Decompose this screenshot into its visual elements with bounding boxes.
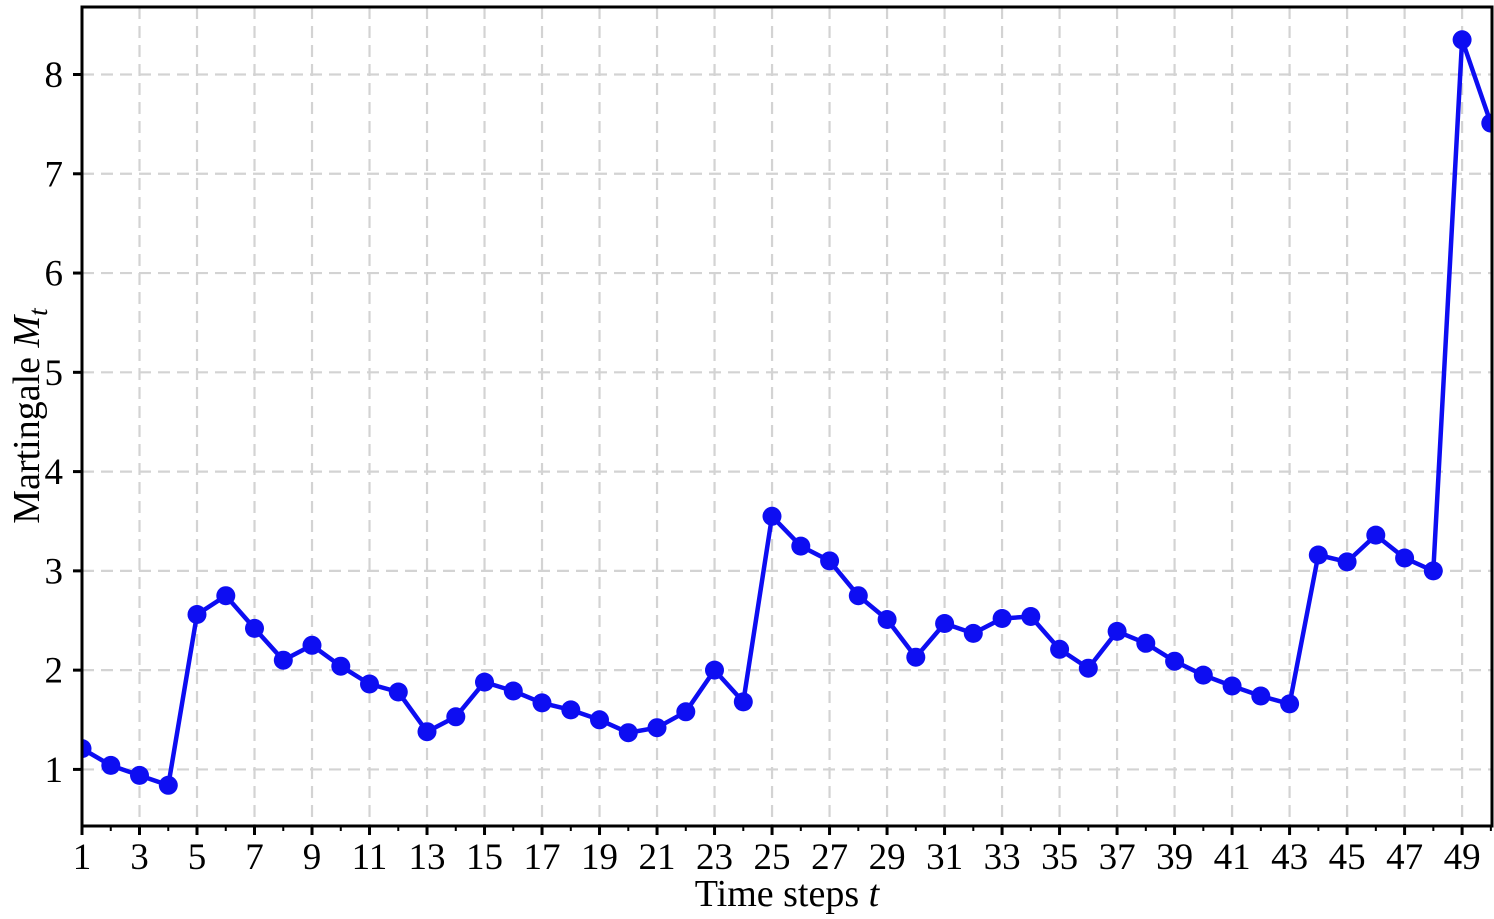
data-point	[82, 739, 92, 759]
data-point	[877, 610, 897, 629]
data-point	[906, 647, 926, 667]
data-point	[561, 700, 581, 720]
x-tick-label: 21	[639, 837, 676, 878]
x-tick-label: 11	[352, 837, 388, 878]
data-point	[618, 723, 638, 743]
data-point	[417, 722, 437, 742]
data-point	[1193, 665, 1213, 685]
data-point	[791, 536, 811, 556]
data-point	[1481, 113, 1492, 133]
data-point	[762, 506, 782, 526]
data-point	[1050, 639, 1070, 659]
data-point	[475, 672, 494, 692]
data-point	[1452, 30, 1472, 50]
data-point	[1136, 633, 1156, 653]
x-tick-label: 25	[754, 837, 791, 878]
data-point	[101, 755, 121, 775]
x-tick-label: 27	[811, 837, 848, 878]
y-tick-label: 5	[45, 353, 64, 394]
data-point	[1280, 694, 1300, 714]
data-point	[1395, 548, 1415, 568]
data-point	[705, 660, 724, 680]
data-point	[1337, 552, 1357, 572]
x-tick-label: 19	[581, 837, 618, 878]
data-point	[1107, 621, 1127, 641]
data-point	[1165, 651, 1185, 671]
y-tick-label: 1	[45, 750, 64, 791]
x-tick-label: 37	[1099, 837, 1136, 878]
data-point	[1078, 658, 1098, 678]
data-point	[848, 586, 868, 606]
data-point	[676, 702, 696, 722]
x-tick-label: 41	[1214, 837, 1251, 878]
x-tick-label: 7	[245, 837, 264, 878]
x-tick-label: 49	[1444, 837, 1481, 878]
data-point	[532, 693, 552, 713]
data-point	[992, 609, 1012, 628]
data-point	[331, 656, 351, 676]
data-point	[360, 674, 379, 694]
data-point	[302, 635, 322, 655]
data-point	[590, 710, 609, 730]
data-point	[187, 605, 207, 624]
x-tick-label: 35	[1041, 837, 1078, 878]
x-axis-label: Time steps t	[695, 873, 881, 915]
data-point	[1222, 676, 1242, 696]
x-tick-label: 15	[466, 837, 503, 878]
data-point	[1251, 686, 1271, 706]
y-tick-label: 4	[45, 452, 64, 493]
x-tick-label: 5	[188, 837, 207, 878]
x-tick-label: 29	[869, 837, 906, 878]
x-tick-label: 1	[73, 837, 92, 878]
x-tick-label: 43	[1271, 837, 1308, 878]
data-point	[245, 618, 264, 638]
data-point	[1423, 561, 1443, 581]
data-point	[388, 682, 408, 702]
x-tick-label: 13	[409, 837, 446, 878]
x-tick-label: 31	[926, 837, 963, 878]
data-point	[647, 718, 667, 738]
x-tick-label: 45	[1329, 837, 1366, 878]
data-series	[82, 30, 1492, 795]
data-point	[503, 681, 523, 701]
x-tick-labels: 1 3 5 7 9 11 13 15 17 19 21 23 25 27 29 31 33 35 37 39 41 43 4…	[73, 837, 1481, 878]
y-axis-label: Martingale Mt	[6, 307, 53, 524]
x-tick-label: 39	[1156, 837, 1193, 878]
data-point	[1366, 525, 1386, 545]
x-tick-label: 23	[696, 837, 733, 878]
gridlines	[82, 7, 1492, 826]
data-point	[935, 614, 955, 633]
y-tick-label: 6	[45, 254, 64, 295]
x-tick-label: 47	[1386, 837, 1423, 878]
plot-border	[80, 5, 1494, 828]
x-tick-label: 9	[303, 837, 322, 878]
data-point	[446, 707, 466, 727]
data-point	[1308, 545, 1328, 565]
data-point	[273, 650, 293, 670]
data-point	[1021, 607, 1041, 626]
y-tick-label: 7	[45, 154, 64, 195]
y-tick-label: 8	[45, 55, 64, 96]
y-tick-labels: 1 2 3 4 5 6 7 8	[45, 55, 64, 791]
x-tick-label: 3	[130, 837, 149, 878]
x-tick-label: 33	[984, 837, 1021, 878]
y-tick-label: 3	[45, 551, 64, 592]
data-point	[733, 692, 753, 712]
data-point	[820, 551, 840, 571]
y-tick-label: 2	[45, 651, 64, 692]
data-point	[158, 775, 178, 795]
data-point	[130, 765, 149, 785]
data-point	[216, 586, 236, 606]
x-tick-label: 17	[524, 837, 561, 878]
data-point	[963, 623, 983, 643]
